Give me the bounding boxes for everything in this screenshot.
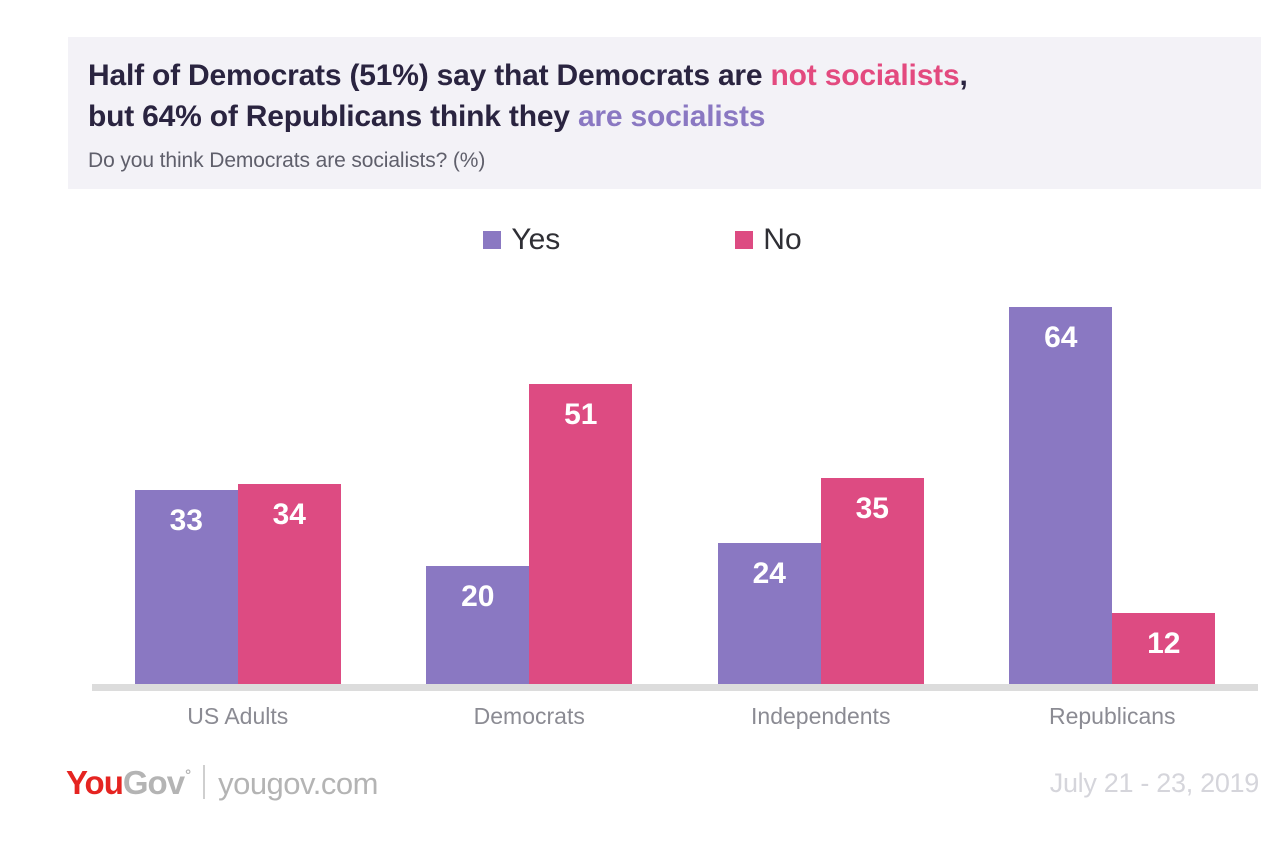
bar-value-label: 51	[564, 397, 598, 431]
bar-independents-yes[interactable]: 24	[717, 542, 821, 684]
page-title: Half of Democrats (51%) say that Democra…	[88, 55, 1261, 137]
bar-value-label: 12	[1147, 627, 1181, 661]
title-highlight-not-socialists: not socialists	[770, 59, 960, 92]
bar-us-adults-no[interactable]: 34	[237, 483, 341, 684]
bar-value-label: 35	[855, 492, 889, 525]
category-label-us-adults: US Adults	[187, 703, 289, 729]
bar-value-label: 34	[272, 497, 306, 531]
bar-republicans-no[interactable]: 12	[1112, 613, 1216, 684]
x-axis-category-labels: US Adults Democrats Independents Republi…	[92, 703, 1258, 739]
title-highlight-are-socialists: are socialists	[577, 100, 766, 134]
bar-independents-no[interactable]: 35	[820, 478, 924, 684]
bar-democrats-yes[interactable]: 20	[426, 566, 530, 684]
legend-swatch-yes	[483, 231, 502, 249]
bar-group-democrats: 20 51	[426, 272, 633, 684]
legend-item-no[interactable]: No	[735, 223, 802, 257]
legend-label-no: No	[763, 223, 802, 256]
logo-divider	[203, 765, 206, 799]
chart-header-panel: Half of Democrats (51%) say that Democra…	[68, 37, 1261, 189]
legend-swatch-no	[735, 231, 754, 249]
category-label-independents: Independents	[751, 703, 891, 729]
yougov-url-text: yougov.com	[218, 766, 378, 801]
category-label-republicans: Republicans	[1048, 703, 1176, 729]
chart-subtitle: Do you think Democrats are socialists? (…	[88, 149, 486, 173]
bar-value-label: 33	[169, 503, 203, 537]
chart-legend: Yes No	[0, 218, 1285, 262]
bar-value-label: 24	[752, 556, 786, 590]
bar-democrats-no[interactable]: 51	[529, 383, 633, 684]
bar-group-us-adults: 33 34	[134, 272, 341, 684]
title-comma: ,	[959, 59, 968, 92]
bar-value-label: 64	[1044, 321, 1078, 355]
bar-group-independents: 24 35	[717, 272, 924, 684]
bar-republicans-yes[interactable]: 64	[1009, 307, 1113, 684]
bar-value-label: 20	[461, 580, 495, 614]
legend-item-yes[interactable]: Yes	[483, 223, 560, 257]
fieldwork-dates: July 21 - 23, 2019	[1049, 768, 1260, 798]
x-axis-line	[92, 684, 1258, 691]
chart-footer: You Gov ° yougov.com July 21 - 23, 2019	[0, 760, 1285, 820]
title-text-part-1: Half of Democrats (51%) say that Democra…	[88, 59, 771, 92]
logo-text-gov: Gov	[122, 764, 185, 801]
title-text-part-2: but 64% of Republicans think they	[88, 100, 578, 134]
bar-group-republicans: 64 12	[1009, 272, 1216, 684]
legend-label-yes: Yes	[511, 223, 561, 256]
bar-us-adults-yes[interactable]: 33	[134, 489, 238, 684]
logo-text-you: You	[66, 764, 124, 801]
yougov-logo[interactable]: You Gov ° yougov.com	[66, 760, 378, 802]
bar-chart-plot-area: 33 34 20 51 24 35 64 12	[92, 272, 1258, 684]
logo-registered-mark-icon: °	[185, 767, 191, 784]
category-label-democrats: Democrats	[473, 703, 585, 729]
